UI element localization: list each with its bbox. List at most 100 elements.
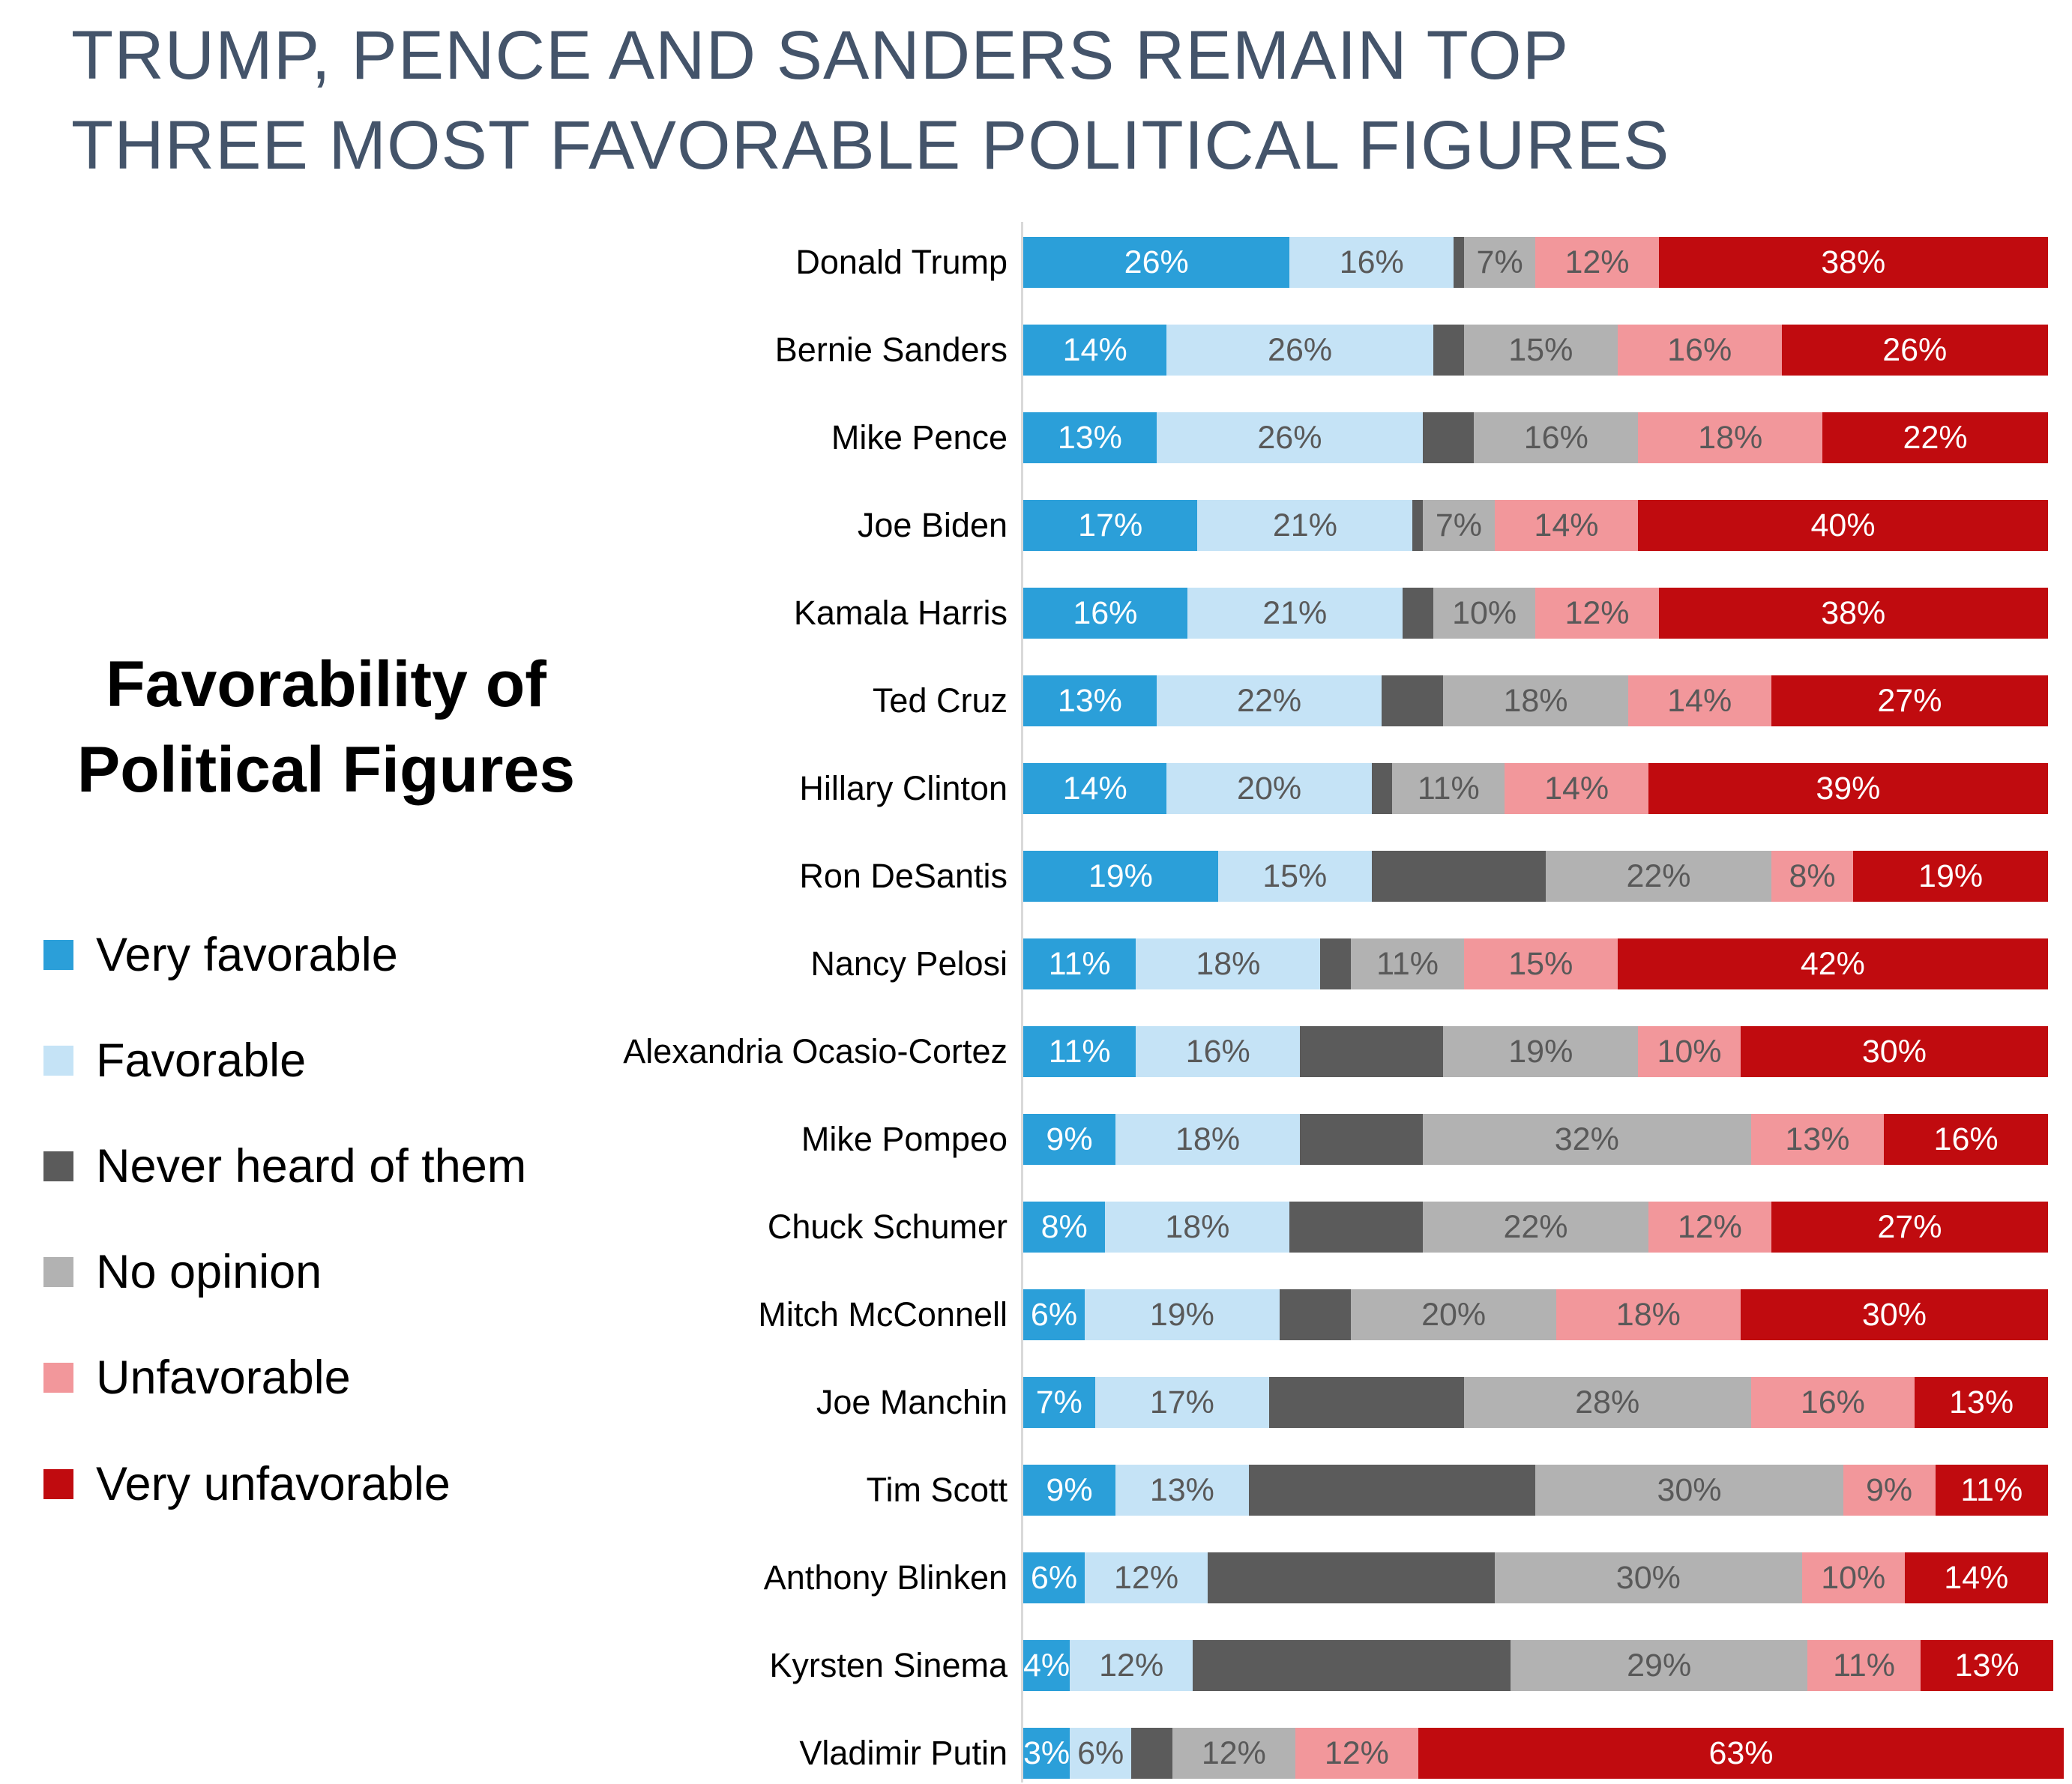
bar-segment-value: 21%: [1262, 594, 1328, 631]
bar-segment-never-heard-of-them: [1300, 1026, 1444, 1077]
bar-segment-favorable: 18%: [1136, 938, 1321, 989]
bar-segment-very-unfavorable: 27%: [1771, 675, 2048, 726]
chart-title-line-1: Favorability of: [106, 648, 546, 720]
bar-row-chuck-schumer: 8% 18% 22% 12% 27%: [1023, 1202, 2048, 1253]
bar-row-vladimir-putin: 3% 6% 12% 12% 63%: [1023, 1728, 2065, 1779]
category-label-joe-biden: Joe Biden: [857, 506, 1008, 544]
bar-segment-value: 10%: [1657, 1033, 1722, 1070]
bar-segment-favorable: 21%: [1197, 500, 1413, 551]
bar-segment-favorable: 6%: [1070, 1728, 1132, 1779]
bar-segment-value: 12%: [1113, 1559, 1179, 1596]
category-label-joe-manchin: Joe Manchin: [816, 1383, 1008, 1421]
bar-segment-value: 29%: [1627, 1647, 1692, 1684]
bar-segment-never-heard-of-them: [1402, 588, 1433, 639]
legend-label: Never heard of them: [96, 1140, 527, 1193]
bar-segment-value: 18%: [1175, 1121, 1241, 1157]
bar-segment-never-heard-of-them: [1371, 763, 1393, 814]
category-label-hillary-clinton: Hillary Clinton: [799, 769, 1008, 807]
bar-segment-value: 12%: [1324, 1735, 1389, 1771]
bar-segment-favorable: 19%: [1085, 1289, 1280, 1340]
bar-segment-unfavorable: 12%: [1535, 237, 1659, 288]
bar-segment-value: 18%: [1615, 1296, 1681, 1333]
category-label-mike-pompeo: Mike Pompeo: [801, 1120, 1008, 1158]
legend-item-never-heard-of-them: Never heard of them: [43, 1139, 526, 1193]
bar-segment-no-opinion: 18%: [1443, 675, 1628, 726]
bar-segment-very-favorable: 13%: [1023, 412, 1157, 463]
bar-segment-very-favorable: 16%: [1023, 588, 1187, 639]
bar-segment-very-unfavorable: 42%: [1617, 938, 2048, 989]
bar-row-kamala-harris: 16% 21% 10% 12% 38%: [1023, 588, 2048, 639]
bar-row-hillary-clinton: 14% 20% 11% 14% 39%: [1023, 763, 2048, 814]
bar-segment-unfavorable: 15%: [1463, 938, 1618, 989]
bar-segment-value: 12%: [1564, 244, 1630, 280]
bar-segment-unfavorable: 12%: [1535, 588, 1659, 639]
bar-segment-value: 11%: [1833, 1647, 1895, 1684]
legend-swatch-very-favorable: [43, 940, 73, 970]
category-label-mike-pence: Mike Pence: [831, 418, 1008, 456]
bar-segment-value: 6%: [1077, 1735, 1124, 1771]
legend-label: Very favorable: [96, 929, 398, 981]
bar-segment-value: 16%: [1523, 419, 1588, 456]
bar-segment-very-unfavorable: 27%: [1771, 1202, 2048, 1253]
bar-segment-value: 10%: [1452, 594, 1517, 631]
bar-segment-unfavorable: 10%: [1638, 1026, 1741, 1077]
bar-segment-favorable: 13%: [1115, 1465, 1249, 1516]
legend-swatch-very-unfavorable: [43, 1469, 73, 1499]
bar-segment-value: 12%: [1099, 1647, 1164, 1684]
bar-segment-value: 20%: [1237, 770, 1302, 807]
bar-segment-very-favorable: 3%: [1023, 1728, 1070, 1779]
bar-segment-value: 10%: [1821, 1559, 1886, 1596]
bar-segment-value: 38%: [1821, 594, 1886, 631]
bar-segment-value: 9%: [1865, 1471, 1913, 1508]
bar-segment-never-heard-of-them: [1193, 1640, 1511, 1691]
page-title-line-2: THREE MOST FAVORABLE POLITICAL FIGURES: [71, 107, 1670, 184]
bar-segment-value: 15%: [1508, 331, 1573, 368]
bar-segment-unfavorable: 14%: [1494, 500, 1639, 551]
bar-segment-never-heard-of-them: [1371, 851, 1547, 902]
bar-segment-no-opinion: 29%: [1510, 1640, 1808, 1691]
bar-segment-value: 19%: [1149, 1296, 1214, 1333]
bar-segment-value: 38%: [1821, 244, 1886, 280]
bar-segment-favorable: 16%: [1136, 1026, 1301, 1077]
bar-segment-value: 8%: [1789, 858, 1836, 894]
bar-segment-never-heard-of-them: [1208, 1552, 1495, 1603]
bar-segment-value: 26%: [1124, 244, 1189, 280]
bar-row-joe-manchin: 7% 17% 28% 16% 13%: [1023, 1377, 2048, 1428]
bar-segment-very-unfavorable: 14%: [1904, 1552, 2048, 1603]
bar-segment-value: 21%: [1272, 507, 1337, 543]
page-title-line-1: TRUMP, PENCE AND SANDERS REMAIN TOP: [71, 17, 1570, 94]
bar-segment-favorable: 12%: [1070, 1640, 1193, 1691]
bar-segment-never-heard-of-them: [1269, 1377, 1464, 1428]
legend-item-no-opinion: No opinion: [43, 1245, 322, 1299]
bar-segment-value: 22%: [1626, 858, 1691, 894]
bar-segment-value: 11%: [1048, 1033, 1111, 1070]
bar-segment-unfavorable: 13%: [1750, 1114, 1885, 1165]
bar-segment-no-opinion: 32%: [1423, 1114, 1751, 1165]
bar-segment-value: 8%: [1040, 1208, 1088, 1245]
bar-segment-value: 9%: [1046, 1121, 1093, 1157]
category-label-kamala-harris: Kamala Harris: [793, 594, 1008, 632]
bar-segment-very-unfavorable: 11%: [1935, 1465, 2048, 1516]
bar-segment-never-heard-of-them: [1454, 237, 1464, 288]
bar-segment-value: 19%: [1918, 858, 1984, 894]
bar-segment-favorable: 22%: [1156, 675, 1382, 726]
bar-segment-value: 16%: [1185, 1033, 1250, 1070]
bar-segment-value: 26%: [1268, 331, 1333, 368]
bar-segment-value: 13%: [1149, 1471, 1214, 1508]
bar-row-joe-biden: 17% 21% 7% 14% 40%: [1023, 500, 2048, 551]
legend-item-unfavorable: Unfavorable: [43, 1351, 351, 1405]
legend-label: Very unfavorable: [96, 1458, 451, 1510]
bar-segment-no-opinion: 7%: [1463, 237, 1536, 288]
bar-segment-value: 11%: [1048, 945, 1111, 982]
bar-segment-no-opinion: 30%: [1535, 1465, 1843, 1516]
category-label-mitch-mcconnell: Mitch McConnell: [758, 1295, 1008, 1334]
bar-segment-value: 13%: [1057, 682, 1122, 719]
bar-segment-value: 30%: [1657, 1471, 1722, 1508]
bar-segment-value: 14%: [1667, 682, 1732, 719]
bar-segment-very-unfavorable: 16%: [1884, 1114, 2048, 1165]
bar-segment-unfavorable: 9%: [1843, 1465, 1936, 1516]
chart-title-line-2: Political Figures: [76, 734, 576, 806]
legend-item-very-favorable: Very favorable: [43, 928, 398, 982]
category-label-donald-trump: Donald Trump: [795, 243, 1008, 281]
bar-segment-unfavorable: 18%: [1638, 412, 1823, 463]
